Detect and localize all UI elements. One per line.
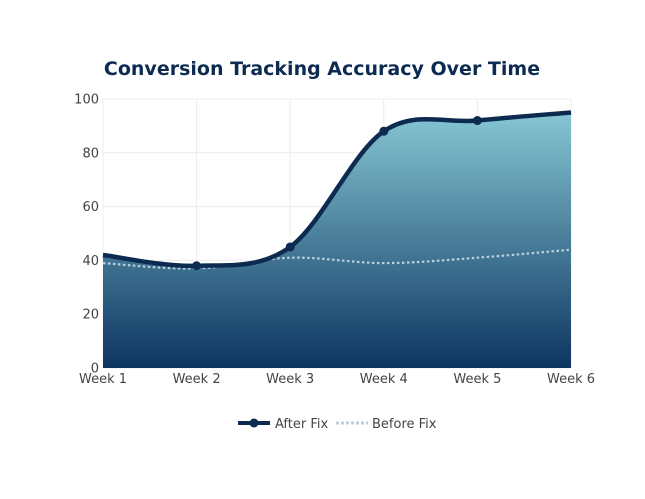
y-tick-label: 80 — [82, 146, 99, 161]
x-tick-label: Week 5 — [453, 372, 501, 387]
y-tick-label: 60 — [82, 200, 99, 215]
y-tick-label: 40 — [82, 254, 99, 269]
x-tick-label: Week 2 — [173, 372, 221, 387]
x-tick-label: Week 4 — [360, 372, 408, 387]
chart-title: Conversion Tracking Accuracy Over Time — [104, 58, 540, 80]
x-tick-label: Week 6 — [547, 372, 595, 387]
markers-layer — [192, 116, 482, 271]
legend-label-before-fix: Before Fix — [372, 417, 437, 432]
legend: After Fix Before Fix — [238, 417, 437, 432]
y-axis-ticks: 0 20 40 60 80 100 — [74, 93, 99, 377]
point-after-fix — [285, 242, 295, 252]
y-tick-label: 100 — [74, 93, 99, 108]
point-after-fix — [192, 261, 202, 271]
area-after-fix — [103, 112, 571, 368]
x-axis-ticks: Week 1 Week 2 Week 3 Week 4 Week 5 Week 6 — [79, 372, 595, 387]
area-layer — [103, 112, 571, 368]
x-tick-label: Week 3 — [266, 372, 314, 387]
x-tick-label: Week 1 — [79, 372, 127, 387]
legend-marker-after-fix — [249, 418, 259, 428]
legend-item-after-fix[interactable]: After Fix — [238, 417, 328, 432]
legend-item-before-fix[interactable]: Before Fix — [336, 417, 437, 432]
y-tick-label: 20 — [82, 308, 99, 323]
point-after-fix — [472, 116, 482, 126]
y-tick-label: 0 — [91, 362, 99, 377]
point-after-fix — [379, 126, 389, 136]
legend-label-after-fix: After Fix — [275, 417, 328, 432]
line-before-fix — [102, 248, 572, 270]
